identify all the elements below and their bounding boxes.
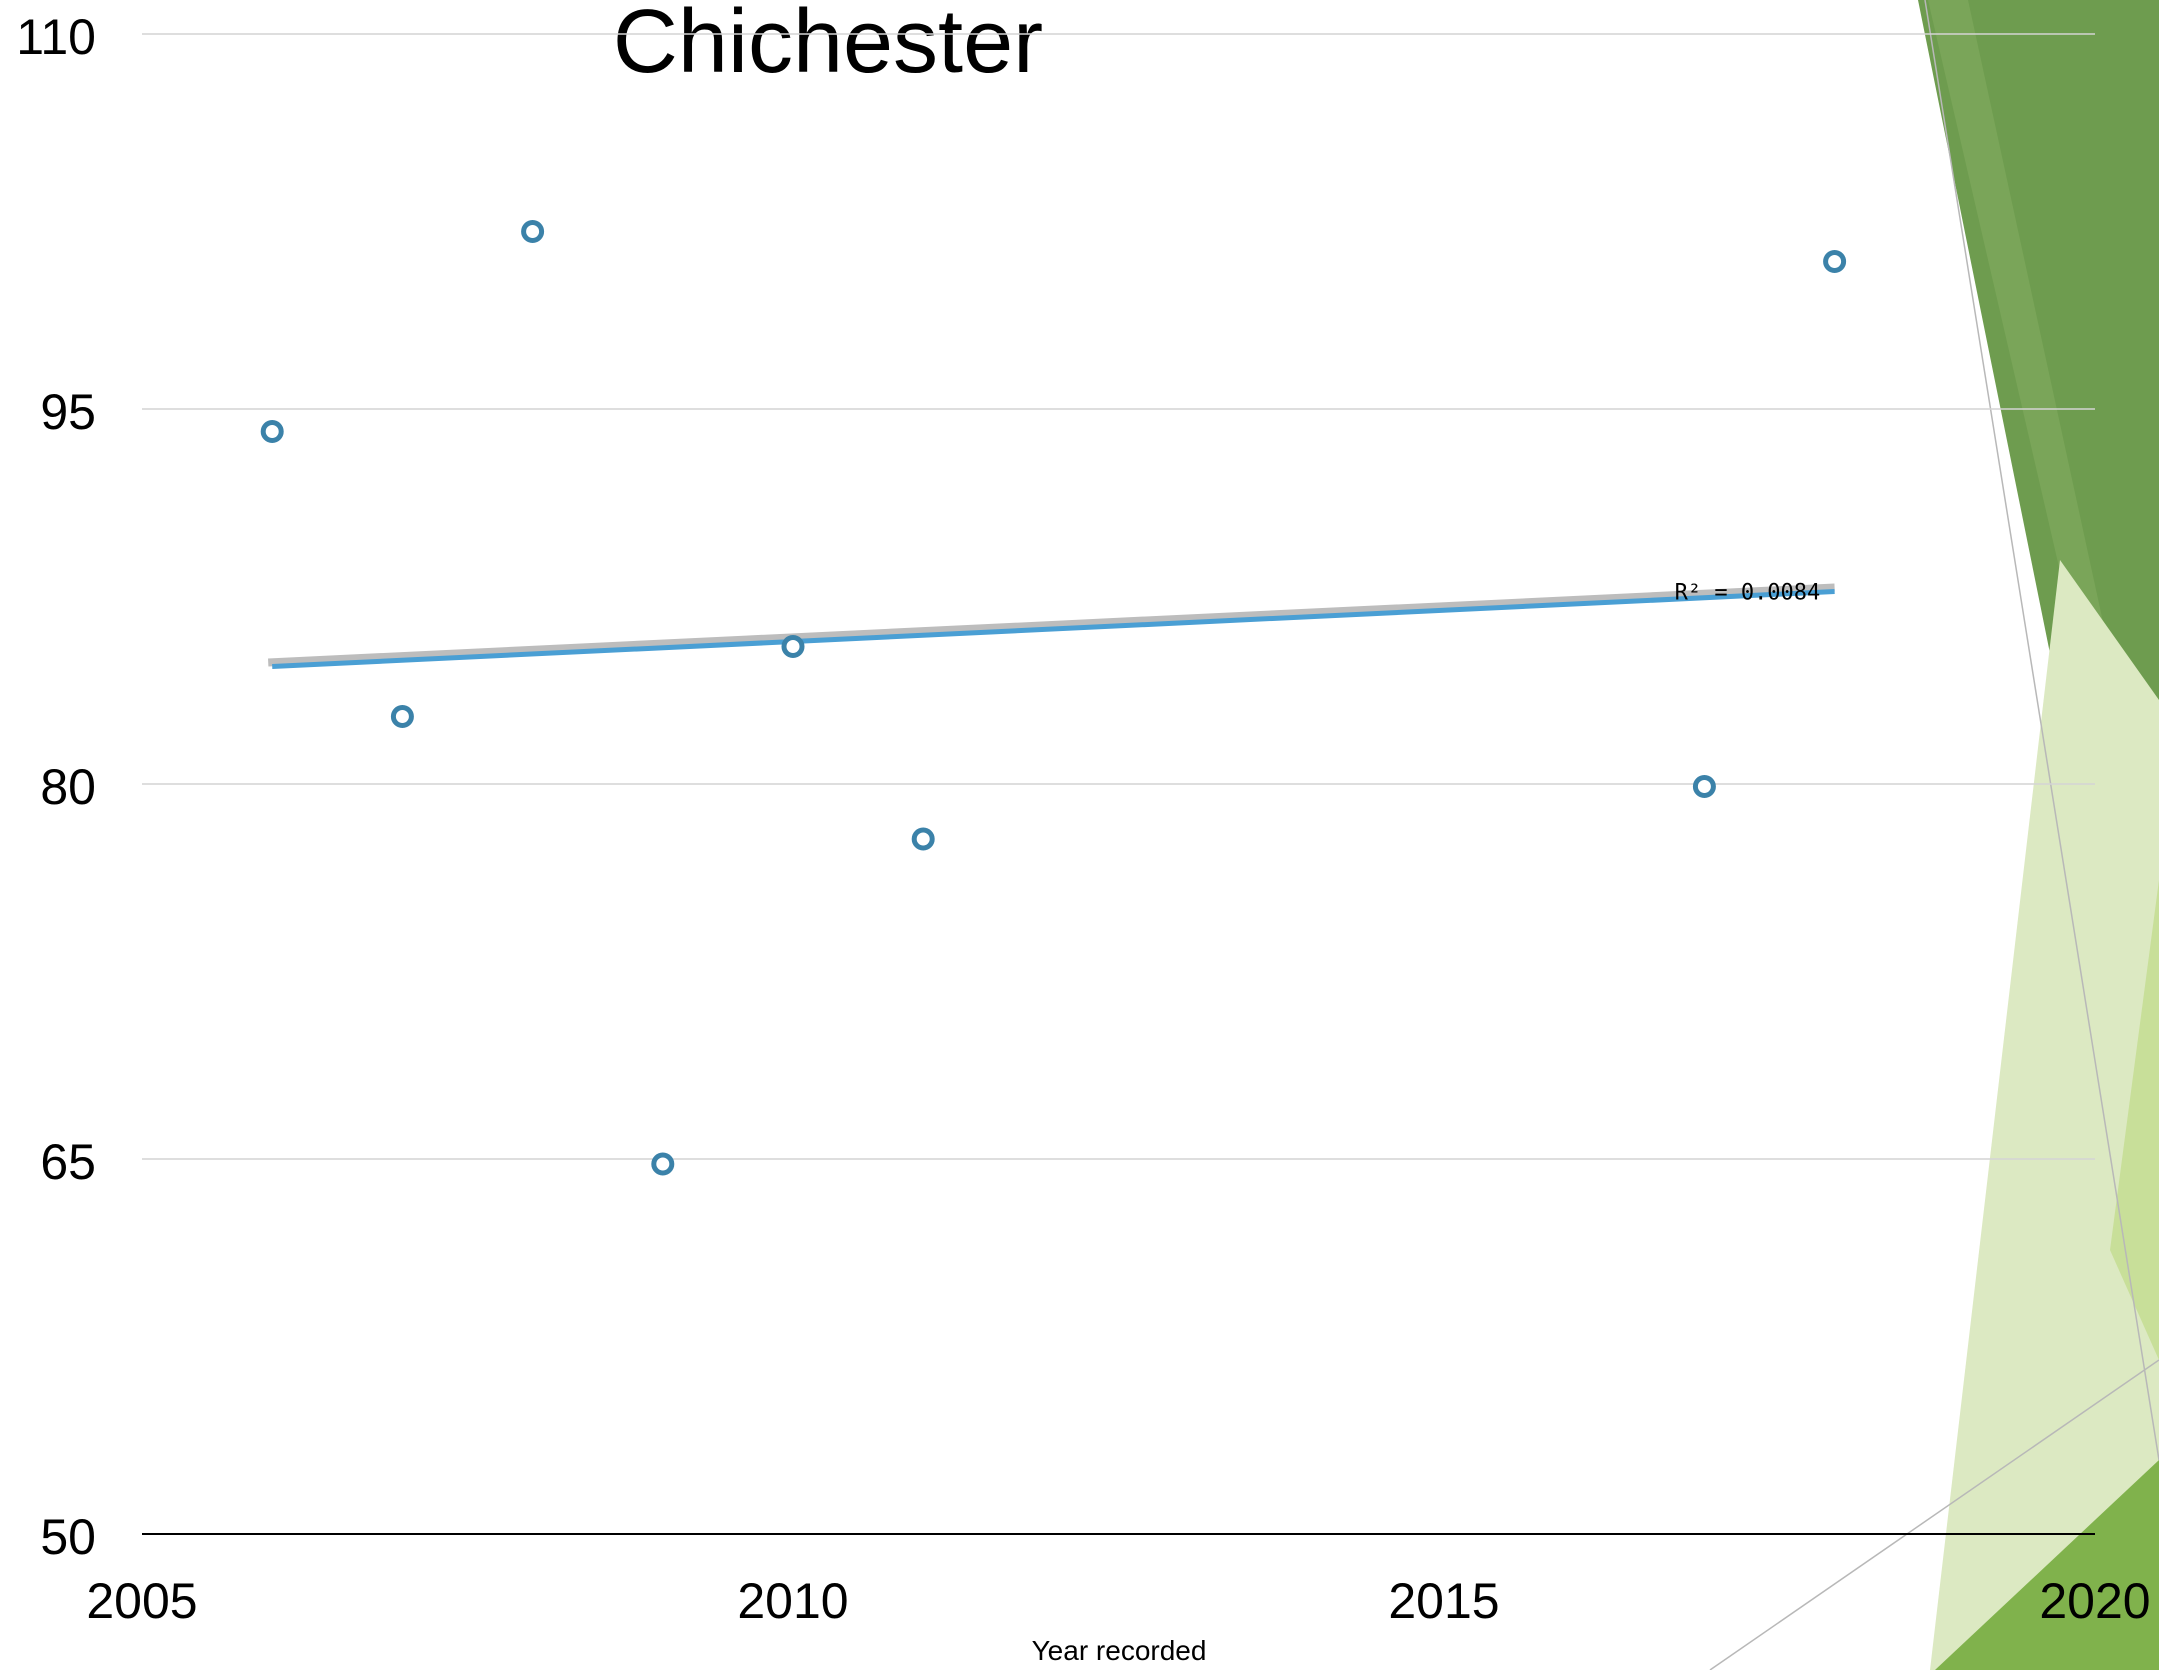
x-tick-label: 2005	[86, 1573, 197, 1629]
slide-decoration	[1709, 0, 2159, 1671]
x-tick-labels: 2005 2010 2015 2020	[86, 1573, 2150, 1629]
chart-title: Chichester	[613, 0, 1043, 92]
y-tick-label: 95	[40, 384, 96, 440]
data-point	[1692, 775, 1716, 798]
decor-bright-green-triangle	[1935, 1460, 2159, 1670]
y-tick-labels: 50 65 80 95 110	[16, 9, 96, 1565]
x-tick-label: 2010	[737, 1573, 848, 1629]
trendline	[272, 589, 1835, 669]
data-point	[781, 635, 805, 658]
decor-pale-green-band	[2110, 880, 2159, 1360]
data-point	[651, 1152, 675, 1176]
trendline-shadow	[268, 583, 1835, 667]
data-points	[260, 220, 1847, 1176]
x-tick-label: 2015	[1388, 1573, 1499, 1629]
data-point	[390, 705, 414, 728]
data-point	[521, 220, 545, 243]
data-point	[911, 827, 935, 851]
decor-light-green-triangle	[1930, 560, 2159, 1670]
x-axis-title: Year recorded	[1032, 1635, 1207, 1666]
decor-thin-line-1	[1924, 0, 2159, 1461]
data-point	[260, 420, 284, 443]
data-point	[1823, 250, 1847, 273]
gridlines	[142, 33, 2095, 1160]
decor-thin-line-2	[1709, 1359, 2159, 1671]
y-tick-label: 80	[40, 759, 96, 815]
x-tick-label: 2020	[2039, 1573, 2150, 1629]
r-squared-label: R² = 0.0084	[1675, 581, 1821, 606]
y-tick-label: 50	[40, 1509, 96, 1565]
y-tick-label: 110	[16, 9, 96, 65]
y-tick-label: 65	[40, 1134, 96, 1190]
